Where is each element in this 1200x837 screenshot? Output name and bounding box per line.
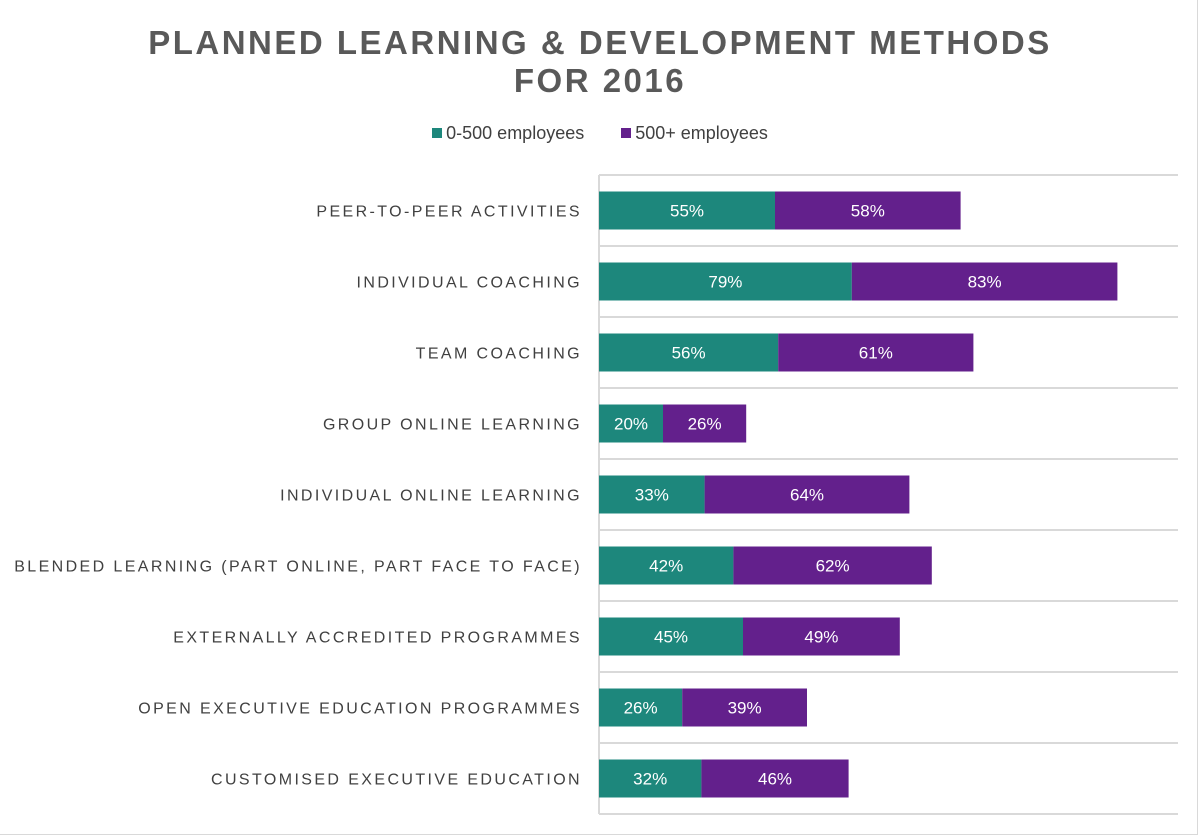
category-label: EXTERNALLY ACCREDITED PROGRAMMES [173,630,582,647]
chart-title-line-2: FOR 2016 [513,62,687,99]
legend-label: 500+ employees [635,122,768,143]
data-label: 49% [804,628,838,647]
data-label: 79% [708,273,742,292]
category-label: TEAM COACHING [416,346,582,363]
category-label: INDIVIDUAL ONLINE LEARNING [280,488,582,505]
data-label: 42% [649,557,683,576]
data-label: 33% [635,486,669,505]
legend: 0-500 employees 500+ employees [0,122,1200,144]
bar-500plus [701,759,849,798]
legend-item-0-500: 0-500 employees [432,123,584,144]
data-label: 58% [851,202,885,221]
legend-item-500plus: 500+ employees [621,123,768,144]
data-label: 61% [859,344,893,363]
data-label: 26% [624,699,658,718]
bar-0-500 [599,759,702,798]
bar-500plus [733,546,932,585]
legend-swatch-purple [621,128,632,138]
bar-0-500 [599,333,779,372]
category-label: BLENDED LEARNING (PART ONLINE, PART FACE… [14,559,582,576]
bar-0-500 [599,546,734,585]
bar-500plus [778,333,974,372]
legend-swatch-teal [432,128,443,138]
bar-0-500 [599,262,852,301]
data-label: 20% [614,415,648,434]
bar-0-500 [599,191,775,230]
bar-500plus [704,475,910,514]
category-label: OPEN EXECUTIVE EDUCATION PROGRAMMES [138,701,582,718]
data-label: 56% [672,344,706,363]
data-label: 46% [758,770,792,789]
data-label: 26% [688,415,722,434]
chart-title-line-1: PLANNED LEARNING & DEVELOPMENT METHODS [148,24,1052,61]
data-label: 83% [968,273,1002,292]
bar-0-500 [599,475,705,514]
data-label: 62% [816,557,850,576]
bar-500plus [851,262,1118,301]
data-label: 55% [670,202,704,221]
data-label: 39% [728,699,762,718]
bar-500plus [775,191,961,230]
legend-label: 0-500 employees [446,122,585,143]
bar-0-500 [599,404,663,443]
category-label: PEER-TO-PEER ACTIVITIES [316,204,582,221]
category-label: GROUP ONLINE LEARNING [323,417,582,434]
category-label: CUSTOMISED EXECUTIVE EDUCATION [211,772,582,789]
bar-500plus [743,617,900,656]
bar-500plus [663,404,747,443]
data-label: 64% [790,486,824,505]
bar-0-500 [599,617,743,656]
bar-500plus [682,688,807,727]
data-label: 45% [654,628,688,647]
data-label: 32% [633,770,667,789]
category-label: INDIVIDUAL COACHING [357,275,582,292]
bar-0-500 [599,688,683,727]
